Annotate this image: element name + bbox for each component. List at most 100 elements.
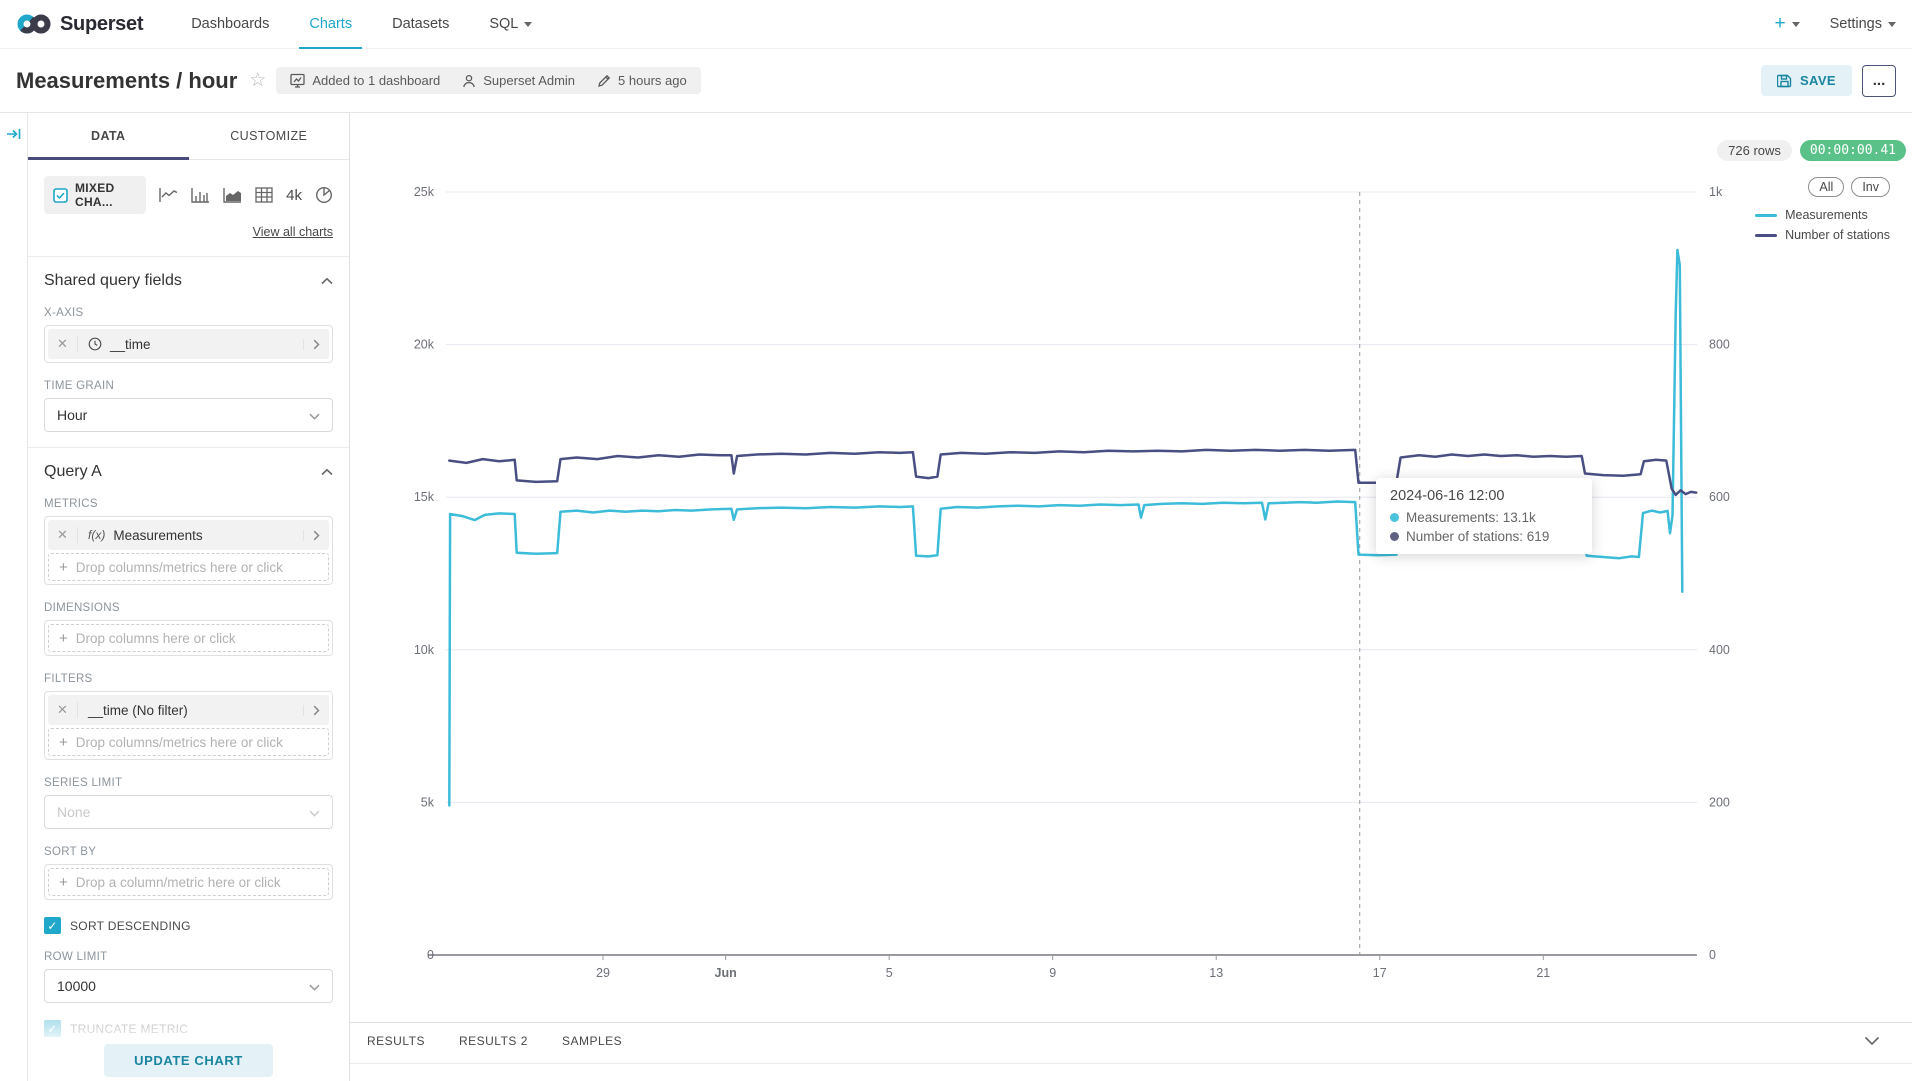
x-axis-tick-label: 13 [1209,966,1223,980]
nav-item-charts[interactable]: Charts [289,0,372,49]
tab-results-2[interactable]: RESULTS 2 [458,1034,528,1048]
settings-menu[interactable]: Settings [1830,16,1896,32]
x-axis-label: X-AXIS [44,307,84,319]
x-axis-tick-label: 17 [1373,966,1387,980]
panel-footer: UPDATE CHART [28,1005,349,1081]
nav-item-datasets[interactable]: Datasets [392,16,450,32]
last-modified-badge[interactable]: 5 hours ago [597,73,687,88]
line-chart-icon[interactable] [159,187,178,203]
remove-icon[interactable]: ✕ [48,336,78,352]
nav-item-dashboards[interactable]: Dashboards [191,16,270,32]
main-nav: Dashboards Charts Datasets SQL [171,0,552,49]
filter-value-pill[interactable]: __time (No filter) [88,702,188,718]
right-axis-tick-label: 200 [1709,795,1730,809]
chevron-down-icon [1888,21,1896,27]
metrics-field: ✕ f(x) Measurements + Drop columns/metri… [44,516,333,585]
series-limit-select[interactable]: None [44,795,333,829]
legend-line-icon [1755,213,1778,217]
chart-legend: Measurements Number of stations [1755,208,1890,242]
favorite-star-icon[interactable]: ☆ [249,70,267,91]
x-axis-value-pill[interactable]: __time [78,337,303,352]
tooltip-stations-row: Number of stations: 619 [1390,529,1578,544]
brand-name: Superset [60,12,144,35]
right-axis-tick-label: 1k [1709,185,1723,199]
collapse-results-icon[interactable] [1864,1033,1880,1051]
expand-field-icon[interactable] [303,338,329,350]
legend-item-number-of-stations[interactable]: Number of stations [1755,228,1890,242]
dimensions-dropzone[interactable]: + Drop columns here or click [48,624,329,652]
left-axis-tick-label: 15k [414,490,435,504]
nav-item-sql[interactable]: SQL [469,0,552,49]
save-button[interactable]: SAVE [1760,65,1852,96]
viz-type-pill[interactable]: MIXED CHA... [44,176,147,214]
x-axis-tick-label: 9 [1049,966,1056,980]
legend-inverse-button[interactable]: Inv [1851,177,1890,197]
panel-gutter [0,113,28,1081]
metrics-label: METRICS [44,498,98,510]
update-chart-button[interactable]: UPDATE CHART [104,1044,273,1077]
owner-badge[interactable]: Superset Admin [462,73,575,88]
dimensions-field: + Drop columns here or click [44,620,333,656]
clock-icon [88,337,102,351]
results-pane: RESULTS RESULTS 2 SAMPLES [350,1022,1912,1081]
remove-icon[interactable]: ✕ [48,527,78,543]
page-title: Measurements / hour [16,67,238,93]
expand-field-icon[interactable] [303,704,329,716]
filters-dropzone[interactable]: + Drop columns/metrics here or click [48,728,329,756]
bar-chart-icon[interactable] [191,187,210,203]
time-grain-label: TIME GRAIN [44,380,115,392]
metrics-dropzone[interactable]: + Drop columns/metrics here or click [48,553,329,581]
sort-by-label: SORT BY [44,846,97,858]
x-axis-tick-label: 5 [886,966,893,980]
sort-descending-checkbox[interactable]: ✓ [44,917,61,934]
superset-logo-icon [16,12,52,36]
tab-customize[interactable]: CUSTOMIZE [230,129,308,143]
left-axis-tick-label: 5k [421,795,435,809]
time-grain-select[interactable]: Hour [44,398,333,432]
chart-area: 0 0 5k 200 10k 400 15k 600 20k 800 25k 1k 29 Jun 5 9 13 1… [350,113,1912,1022]
area-chart-icon[interactable] [223,187,242,203]
sort-by-dropzone[interactable]: + Drop a column/metric here or click [48,868,329,896]
chart-panel: 0 0 5k 200 10k 400 15k 600 20k 800 25k 1k 29 Jun 5 9 13 1… [350,113,1912,1081]
tab-results[interactable]: RESULTS [367,1034,425,1048]
plus-icon: + [59,733,68,751]
legend-all-button[interactable]: All [1808,177,1845,197]
tab-data[interactable]: DATA [28,113,189,160]
filters-label: FILTERS [44,673,93,685]
right-axis-tick-label: 800 [1709,338,1730,352]
chevron-down-icon [524,21,533,27]
chevron-up-icon[interactable] [321,468,333,476]
remove-icon[interactable]: ✕ [48,702,78,718]
new-item-button[interactable]: + [1774,13,1800,35]
dashboard-count-badge[interactable]: Added to 1 dashboard [290,73,440,88]
left-axis-tick-label: 10k [414,643,435,657]
edit-pencil-icon [597,74,611,88]
series-dot-icon [1390,532,1399,541]
top-navbar: Superset Dashboards Charts Datasets SQL … [0,0,1912,49]
superset-brand[interactable]: Superset [16,12,143,36]
legend-item-measurements[interactable]: Measurements [1755,208,1868,222]
collapse-panel-icon[interactable] [6,127,21,141]
chevron-up-icon[interactable] [321,277,333,285]
metric-value-pill[interactable]: f(x) Measurements [88,527,203,543]
user-icon [462,74,476,88]
viz-option-4k[interactable]: 4k [286,186,302,204]
tab-samples[interactable]: SAMPLES [561,1034,623,1048]
left-axis-tick-label: 25k [414,185,435,199]
pie-chart-icon[interactable] [315,186,333,204]
expand-field-icon[interactable] [303,529,329,541]
shared-query-fields-title: Shared query fields [44,272,182,289]
save-icon [1776,73,1792,88]
table-icon[interactable] [255,187,273,203]
view-all-charts-link[interactable]: View all charts [252,225,333,239]
series-limit-label: SERIES LIMIT [44,777,123,789]
more-options-button[interactable]: ... [1862,64,1896,97]
divider [28,256,349,257]
chevron-down-icon [309,407,320,423]
divider [28,447,349,448]
row-limit-select[interactable]: 10000 [44,969,333,1003]
panel-tabs: DATA CUSTOMIZE [28,113,349,160]
x-axis-tick-label: 29 [596,966,610,980]
tooltip-timestamp: 2024-06-16 12:00 [1390,488,1505,504]
